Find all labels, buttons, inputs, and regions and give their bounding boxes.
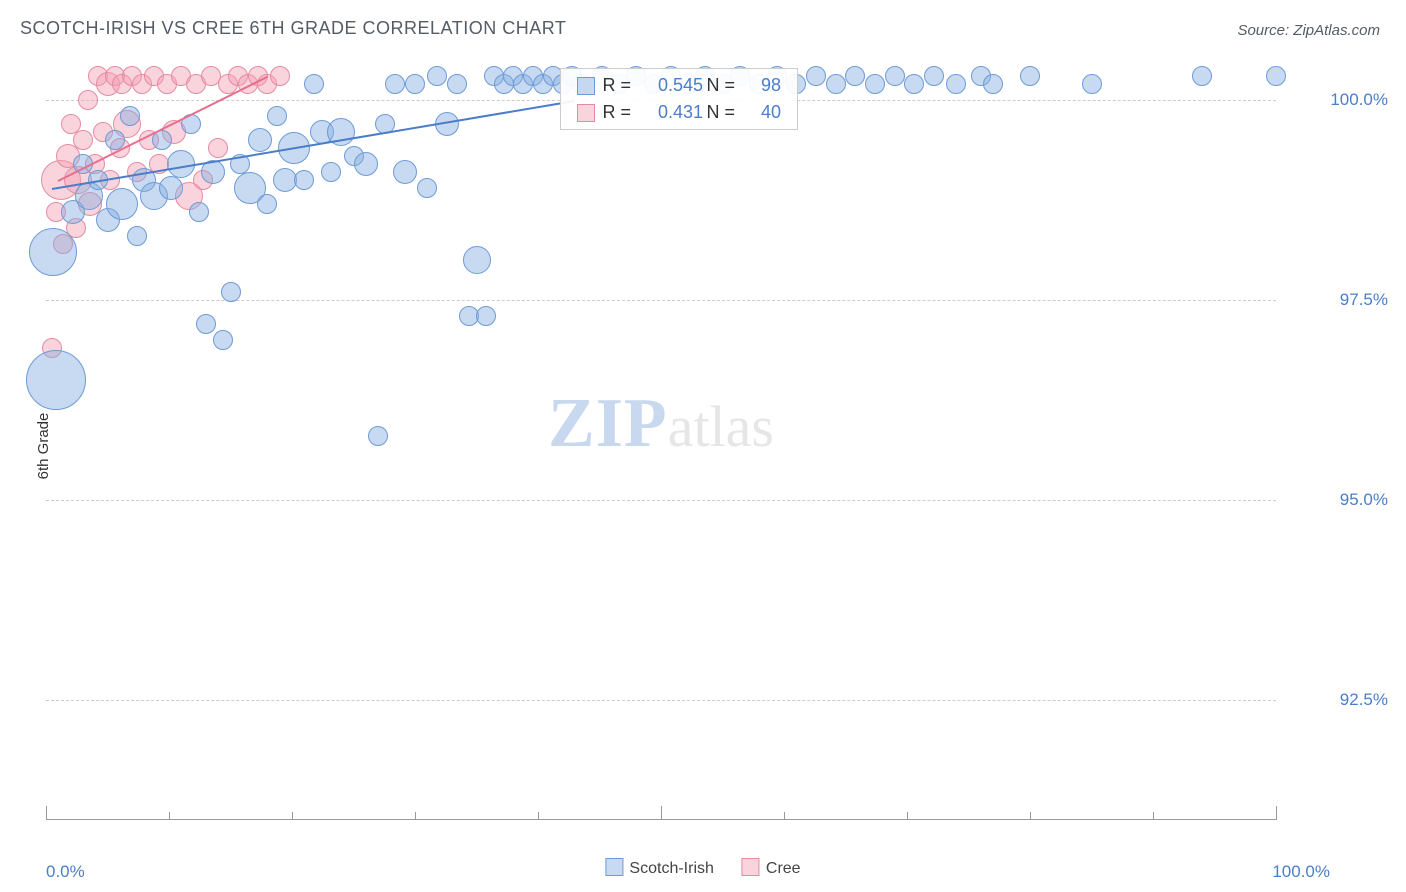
data-point-series1 — [885, 66, 905, 86]
x-axis-right-label: 100.0% — [1272, 862, 1330, 882]
data-point-series1 — [826, 74, 846, 94]
data-point-series1 — [1082, 74, 1102, 94]
x-tick — [169, 812, 170, 820]
data-point-series1 — [463, 246, 491, 274]
data-point-series1 — [946, 74, 966, 94]
watermark-atlas: atlas — [668, 394, 774, 459]
data-point-series1 — [983, 74, 1003, 94]
stats-n-value-2: 40 — [737, 102, 781, 123]
data-point-series1 — [393, 160, 417, 184]
legend-swatch-series2 — [742, 858, 760, 876]
data-point-series1 — [427, 66, 447, 86]
stats-n-label-2: N = — [703, 102, 737, 123]
data-point-series1 — [248, 128, 272, 152]
data-point-series1 — [221, 282, 241, 302]
data-point-series1 — [1192, 66, 1212, 86]
stats-swatch-series1 — [577, 77, 595, 95]
data-point-series1 — [1020, 66, 1040, 86]
chart-title: SCOTCH-IRISH VS CREE 6TH GRADE CORRELATI… — [20, 18, 566, 39]
x-tick — [538, 812, 539, 820]
data-point-series1 — [368, 426, 388, 446]
y-tick-label: 92.5% — [1340, 690, 1388, 710]
data-point-series1 — [267, 106, 287, 126]
plot-area: ZIPatlas — [46, 60, 1276, 820]
stats-n-value-1: 98 — [737, 75, 781, 96]
data-point-series1 — [29, 228, 77, 276]
data-point-series2 — [73, 130, 93, 150]
data-point-series1 — [106, 188, 138, 220]
data-point-series1 — [447, 74, 467, 94]
data-point-series1 — [304, 74, 324, 94]
data-point-series1 — [213, 330, 233, 350]
x-axis-left-label: 0.0% — [46, 862, 85, 882]
data-point-series1 — [257, 194, 277, 214]
data-point-series1 — [904, 74, 924, 94]
stats-r-value-1: 0.545 — [633, 75, 703, 96]
chart-source: Source: ZipAtlas.com — [1237, 22, 1380, 39]
data-point-series1 — [865, 74, 885, 94]
x-tick — [46, 806, 47, 820]
x-tick — [1153, 812, 1154, 820]
watermark: ZIPatlas — [548, 384, 774, 464]
correlation-stats-box: R = 0.545 N = 98 R = 0.431 N = 40 — [560, 68, 798, 130]
data-point-series1 — [273, 168, 297, 192]
chart-container: SCOTCH-IRISH VS CREE 6TH GRADE CORRELATI… — [0, 0, 1406, 892]
data-point-series1 — [924, 66, 944, 86]
stats-r-label-2: R = — [599, 102, 633, 123]
x-tick — [661, 806, 662, 820]
x-tick — [1276, 806, 1277, 820]
data-point-series1 — [476, 306, 496, 326]
stats-swatch-series2 — [577, 104, 595, 122]
data-point-series1 — [806, 66, 826, 86]
stats-r-value-2: 0.431 — [633, 102, 703, 123]
legend-item-series1: Scotch-Irish — [605, 858, 713, 878]
data-point-series1 — [1266, 66, 1286, 86]
legend-label-series1: Scotch-Irish — [629, 860, 713, 877]
data-point-series1 — [405, 74, 425, 94]
x-tick — [1030, 812, 1031, 820]
y-tick-label: 95.0% — [1340, 490, 1388, 510]
y-tick-label: 97.5% — [1340, 290, 1388, 310]
data-point-series2 — [78, 90, 98, 110]
legend-item-series2: Cree — [742, 858, 801, 878]
data-point-series1 — [196, 314, 216, 334]
watermark-zip: ZIP — [548, 385, 668, 462]
data-point-series1 — [189, 202, 209, 222]
data-point-series1 — [127, 226, 147, 246]
legend: Scotch-Irish Cree — [605, 858, 800, 878]
legend-label-series2: Cree — [766, 860, 801, 877]
data-point-series1 — [354, 152, 378, 176]
data-point-series1 — [26, 350, 86, 410]
legend-swatch-series1 — [605, 858, 623, 876]
y-tick-label: 100.0% — [1330, 90, 1388, 110]
data-point-series1 — [321, 162, 341, 182]
data-point-series1 — [417, 178, 437, 198]
data-point-series1 — [159, 176, 183, 200]
data-point-series2 — [270, 66, 290, 86]
x-tick — [292, 812, 293, 820]
data-point-series2 — [208, 138, 228, 158]
x-tick — [415, 812, 416, 820]
data-point-series1 — [845, 66, 865, 86]
stats-n-label-1: N = — [703, 75, 737, 96]
data-point-series1 — [294, 170, 314, 190]
x-tick — [907, 812, 908, 820]
data-point-series1 — [120, 106, 140, 126]
stats-r-label-1: R = — [599, 75, 633, 96]
x-tick — [784, 812, 785, 820]
data-point-series1 — [385, 74, 405, 94]
